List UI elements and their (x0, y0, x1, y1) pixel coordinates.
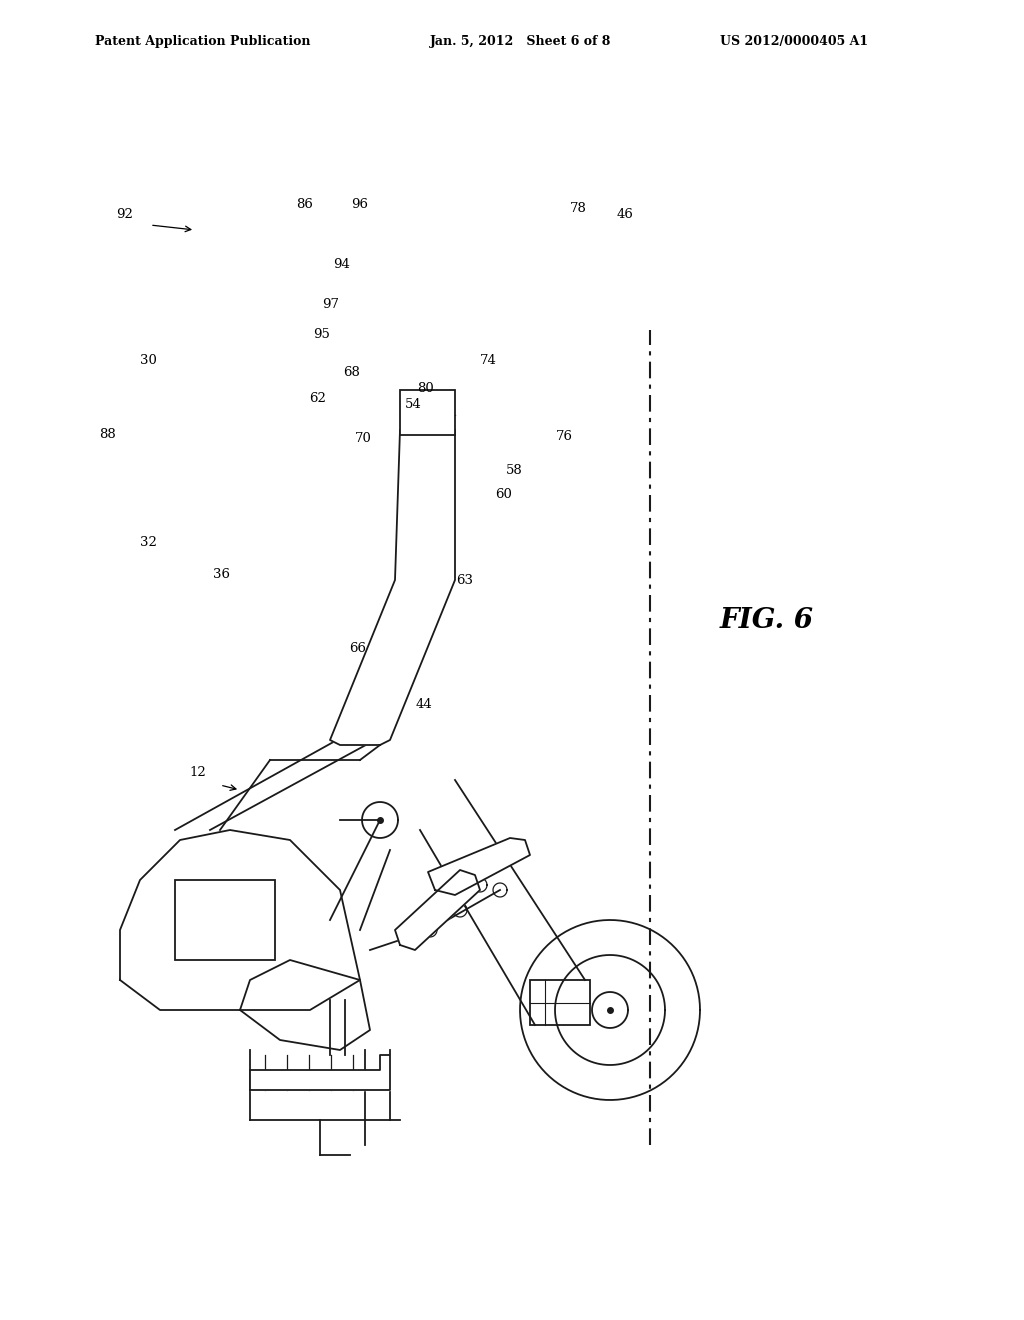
Text: 44: 44 (416, 697, 432, 710)
Polygon shape (240, 960, 370, 1049)
Text: 32: 32 (139, 536, 157, 549)
Text: US 2012/0000405 A1: US 2012/0000405 A1 (720, 36, 868, 48)
Text: 60: 60 (496, 488, 512, 502)
Text: 70: 70 (354, 432, 372, 445)
Text: 62: 62 (309, 392, 327, 404)
Text: 97: 97 (323, 298, 340, 312)
Text: Patent Application Publication: Patent Application Publication (95, 36, 310, 48)
Text: 92: 92 (117, 209, 133, 222)
Text: 54: 54 (404, 399, 421, 412)
Text: 46: 46 (616, 209, 634, 222)
Polygon shape (330, 420, 455, 744)
Text: FIG. 6: FIG. 6 (720, 606, 814, 634)
Text: 80: 80 (418, 381, 434, 395)
Bar (400, 389, 455, 436)
Text: 96: 96 (351, 198, 369, 211)
Text: 30: 30 (139, 354, 157, 367)
Bar (175, 880, 275, 960)
Text: 95: 95 (313, 329, 331, 342)
Text: 63: 63 (457, 573, 473, 586)
Text: 74: 74 (479, 354, 497, 367)
Text: 76: 76 (555, 429, 572, 442)
Text: Jan. 5, 2012   Sheet 6 of 8: Jan. 5, 2012 Sheet 6 of 8 (430, 36, 611, 48)
Text: 78: 78 (569, 202, 587, 214)
Polygon shape (250, 1055, 390, 1090)
Polygon shape (120, 830, 360, 1010)
Text: 66: 66 (349, 642, 367, 655)
Text: 12: 12 (189, 767, 207, 780)
Polygon shape (395, 870, 480, 950)
Polygon shape (428, 838, 530, 895)
Text: 68: 68 (344, 366, 360, 379)
FancyBboxPatch shape (530, 979, 590, 1026)
Text: 36: 36 (213, 569, 230, 582)
Text: 58: 58 (506, 463, 522, 477)
Text: 94: 94 (334, 259, 350, 272)
Text: 88: 88 (99, 429, 117, 441)
Text: 86: 86 (297, 198, 313, 211)
